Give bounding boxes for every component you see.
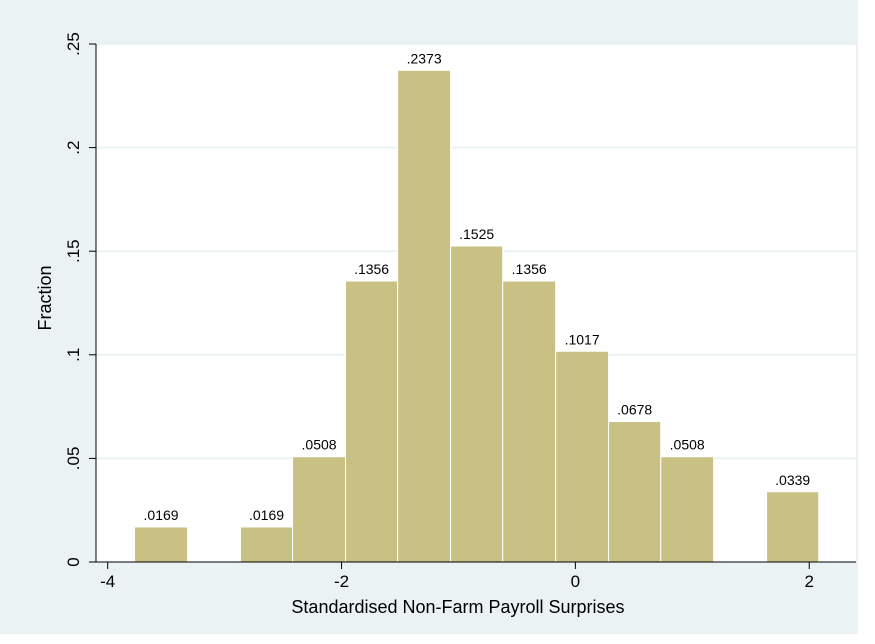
bar-value-label-4: .2373 (407, 50, 442, 66)
x-axis-title: Standardised Non-Farm Payroll Surprises (291, 597, 624, 617)
y-tick-label-0: 0 (64, 557, 83, 566)
histogram-bar-8 (608, 421, 662, 563)
histogram-bar-0 (134, 526, 189, 563)
bar-value-labels: .0169 .0169 .0508 .1356 .2373 .1525 .1356 .1017… (144, 50, 811, 523)
histogram-chart: .0169 .0169 .0508 .1356 .2373 .1525 .1356 .1017… (35, 32, 856, 617)
bar-value-label-2: .0508 (302, 437, 337, 453)
y-tick-label-3: .15 (64, 239, 83, 263)
x-tick-label-2: 0 (571, 572, 580, 591)
histogram-bar-5 (450, 245, 504, 563)
histogram-bar-9 (660, 456, 715, 563)
chart-background: .0169 .0169 .0508 .1356 .2373 .1525 .1356 .1017… (0, 0, 858, 634)
axes: 0 .05 .1 .15 .2 .25 -4 -2 0 2 (64, 32, 856, 591)
y-axis-title: Fraction (35, 265, 55, 330)
x-tick-label-0: -4 (100, 572, 115, 591)
histogram-bar-6 (502, 280, 557, 563)
bars (134, 69, 820, 563)
bar-value-label-1: .0169 (249, 507, 284, 523)
y-tick-label-2: .1 (64, 348, 83, 362)
y-tick-label-1: .05 (64, 447, 83, 471)
bar-value-label-7: .1017 (565, 331, 600, 347)
bar-value-label-6: .1356 (512, 261, 547, 277)
bar-value-label-5: .1525 (459, 226, 494, 242)
y-tick-label-4: .2 (64, 141, 83, 155)
histogram-bar-1 (239, 526, 294, 563)
bar-value-label-3: .1356 (354, 261, 389, 277)
y-tick-label-5: .25 (64, 32, 83, 56)
histogram-bar-2 (292, 456, 347, 563)
histogram-bar-10 (766, 491, 820, 563)
bar-value-label-9: .0508 (670, 437, 705, 453)
x-tick-label-1: -2 (334, 572, 349, 591)
histogram-bar-3 (345, 280, 399, 563)
histogram-bar-4 (397, 69, 452, 563)
bar-value-label-0: .0169 (144, 507, 179, 523)
x-tick-label-3: 2 (804, 572, 813, 591)
bar-value-label-8: .0678 (617, 402, 652, 418)
bar-value-label-10: .0339 (775, 472, 810, 488)
histogram-bar-7 (555, 350, 610, 563)
